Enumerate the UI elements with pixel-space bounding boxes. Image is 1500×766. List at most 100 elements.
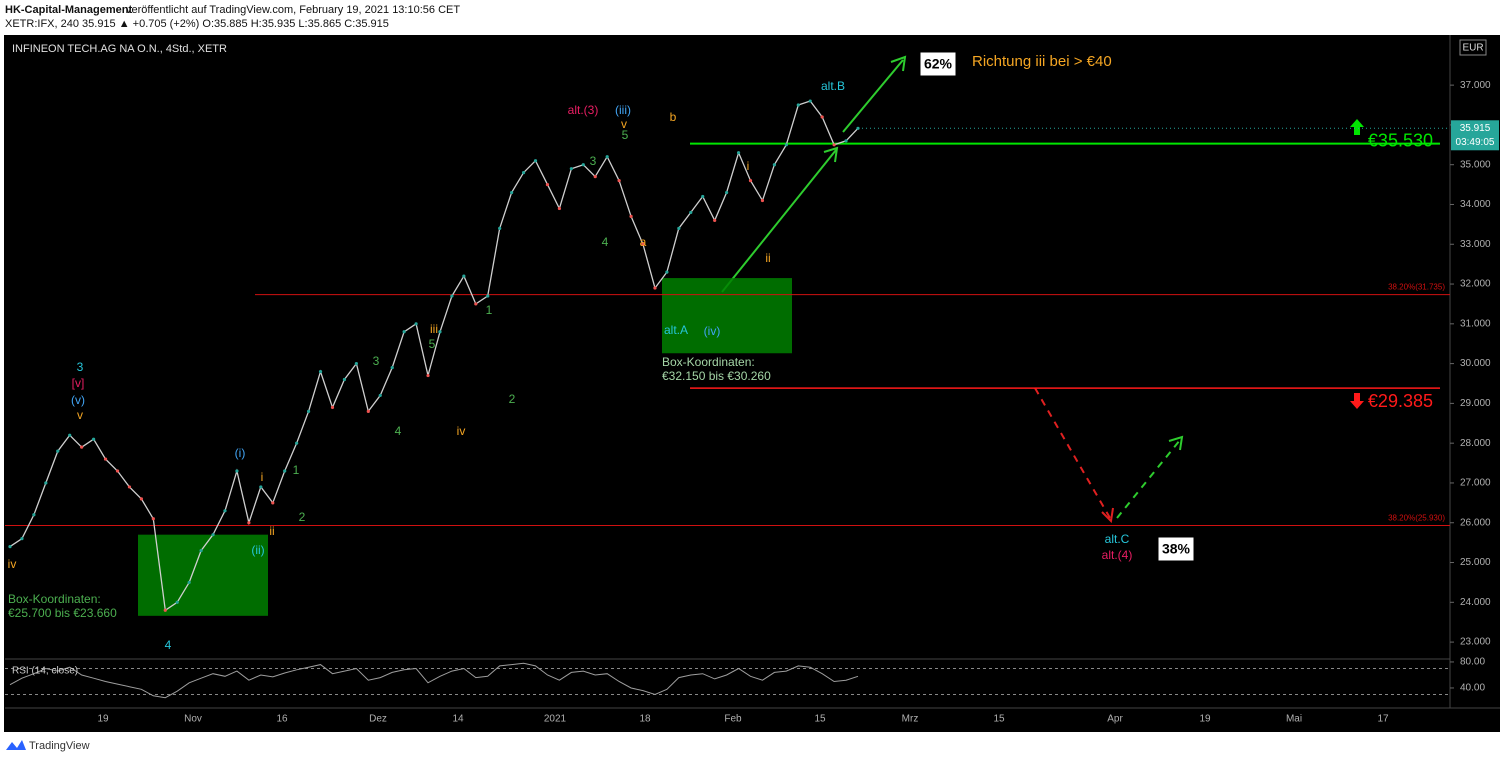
y-tick-label: 23.000: [1460, 637, 1491, 648]
x-tick-label: Dez: [369, 714, 387, 725]
y-tick-label: 34.000: [1460, 199, 1491, 210]
projection-arrows: [1034, 387, 1184, 524]
price-point: [736, 151, 741, 155]
price-point: [306, 409, 311, 413]
y-tick-label: 35.000: [1460, 159, 1491, 170]
price-point: [68, 433, 72, 437]
price-point: [8, 545, 12, 549]
price-point: [462, 274, 466, 278]
price-point: [211, 533, 215, 537]
price-point: [629, 214, 633, 219]
price-point: [593, 175, 597, 179]
wave-label: a: [640, 235, 647, 249]
price-point: [187, 580, 191, 585]
price-point: [163, 608, 167, 612]
box-title: Box-Koordinaten:: [662, 355, 755, 369]
chart-bg: [4, 35, 1500, 732]
note: 62%: [924, 56, 953, 72]
price-point: [486, 294, 490, 298]
wave-label: alt.(3): [568, 103, 599, 117]
price-point: [474, 302, 478, 306]
wave-label: 3: [373, 354, 380, 368]
wave-label: 1: [486, 303, 493, 317]
y-tick-label: 24.000: [1460, 597, 1491, 608]
wave-label: iv: [8, 557, 17, 571]
wave-label: 4: [165, 638, 172, 652]
arrow: [842, 59, 904, 133]
price-point: [521, 171, 526, 175]
level-label: €35.530: [1368, 130, 1433, 150]
price-point: [533, 159, 538, 163]
price-point: [713, 218, 717, 222]
price-point: [725, 190, 729, 195]
price-line: [9, 100, 859, 612]
box-title: Box-Koordinaten:: [8, 592, 101, 606]
price-point: [796, 103, 800, 107]
price-point: [545, 182, 550, 187]
wave-label: (i): [235, 446, 246, 460]
x-tick-label: Nov: [184, 714, 202, 725]
price-point: [342, 377, 347, 382]
price-point: [44, 481, 48, 485]
rsi-line: [9, 662, 859, 699]
wave-label: i: [261, 470, 264, 484]
price-point: [390, 365, 394, 370]
currency: EUR: [1462, 43, 1483, 54]
up-icon: [1350, 119, 1364, 135]
x-tick-label: 19: [97, 714, 109, 725]
level-label: 38.20%(25.930): [1388, 514, 1445, 523]
price-point: [80, 445, 84, 449]
x-tick-label: 15: [814, 714, 826, 725]
note-box: [1157, 536, 1195, 562]
price-point: [581, 163, 585, 167]
price-point: [426, 373, 430, 378]
note: Richtung iii bei > €40: [972, 53, 1112, 70]
wave-label: 4: [395, 424, 402, 438]
price-point: [808, 99, 812, 103]
price-point: [617, 179, 621, 183]
price-point: [92, 437, 96, 441]
y-tick-label: 33.000: [1460, 239, 1491, 250]
price-point: [283, 469, 287, 473]
y-tick-label: 32.000: [1460, 279, 1491, 290]
wave-label: [v]: [72, 376, 85, 390]
x-tick-label: Mai: [1286, 714, 1302, 725]
wave-label: v: [77, 408, 83, 422]
wave-label: 2: [509, 392, 516, 406]
price-point: [330, 405, 335, 409]
countdown: 03:49:05: [1456, 137, 1495, 148]
price-point: [450, 294, 454, 298]
arrow-head: [1168, 435, 1184, 451]
price-point: [748, 179, 753, 183]
price-point: [247, 521, 251, 525]
logo-mark: [6, 740, 26, 750]
wave-label: (iii): [615, 103, 631, 117]
wave-label: 3: [77, 360, 84, 374]
price-point: [832, 143, 836, 147]
price-point: [175, 600, 179, 604]
down-icon: [1350, 393, 1364, 409]
price-point: [366, 409, 370, 413]
price-point: [438, 330, 442, 334]
price-point: [653, 286, 657, 290]
note-box: [919, 51, 957, 77]
arrow: [721, 149, 837, 293]
level-label: €29.385: [1368, 391, 1433, 411]
wave-label: i: [747, 159, 750, 173]
brand: TradingView: [29, 740, 90, 752]
price-point: [151, 517, 155, 521]
price-point: [223, 509, 227, 513]
price-point: [498, 226, 502, 230]
arrow-head: [823, 146, 839, 163]
x-tick-label: Feb: [724, 714, 742, 725]
price-point: [689, 210, 693, 215]
wave-label: 3: [590, 154, 597, 168]
last-price: 35.915: [1460, 123, 1491, 134]
price-point: [139, 497, 143, 501]
x-tick-label: 15: [993, 714, 1005, 725]
last-price-tag: [1451, 120, 1499, 151]
rsi-tick-label: 40.00: [1460, 683, 1485, 694]
wave-label: v: [621, 117, 627, 131]
